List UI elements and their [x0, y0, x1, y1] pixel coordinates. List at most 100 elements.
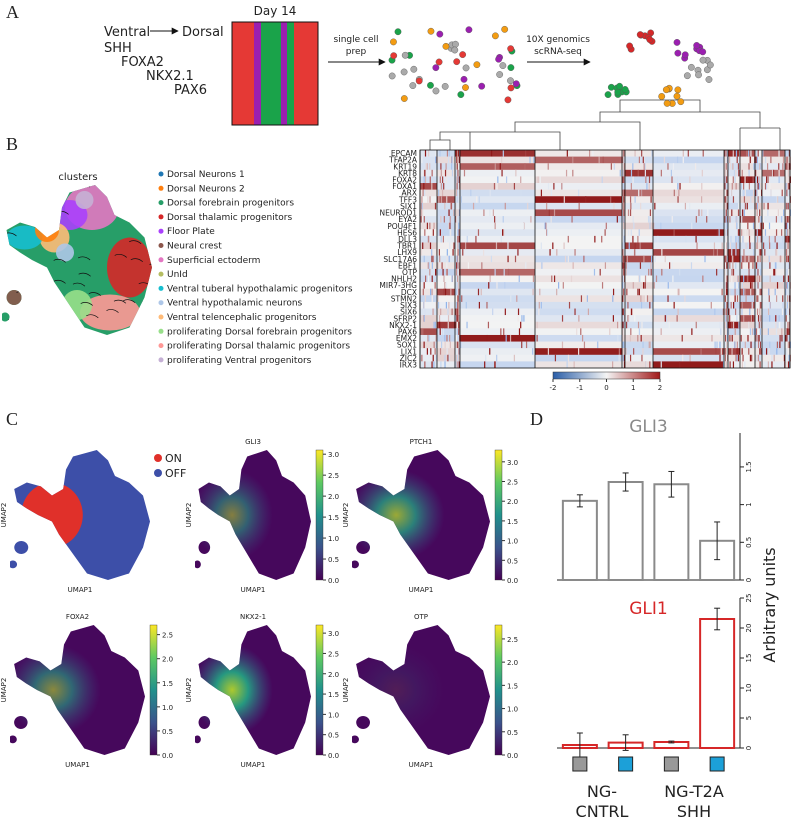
heatmap-streak	[738, 242, 740, 250]
heatmap-cell	[622, 334, 625, 342]
heatmap-streak	[672, 275, 674, 283]
heatmap-streak	[444, 341, 446, 349]
heatmap-streak	[561, 183, 563, 190]
velocity-stream	[53, 258, 66, 263]
heatmap-streak	[764, 156, 767, 164]
heatmap-cell	[653, 288, 724, 296]
heatmap-streak	[753, 295, 755, 302]
heatmap-streak	[627, 209, 630, 217]
colorbar-tick-label: 2.0	[162, 656, 173, 664]
heatmap-cell	[420, 202, 437, 210]
heatmap-streak	[724, 354, 727, 362]
heatmap-streak	[731, 268, 733, 276]
heatmap-cell	[740, 235, 755, 243]
heatmap-streak	[505, 176, 508, 184]
legend-label: UnId	[167, 270, 188, 280]
heatmap-streak	[589, 150, 591, 157]
heatmap-streak	[740, 341, 742, 349]
heatmap-streak	[435, 301, 437, 309]
heatmap-streak	[455, 315, 457, 322]
heatmap-streak	[458, 321, 460, 329]
heatmap-streak	[774, 288, 776, 296]
heatmap-streak	[486, 301, 488, 309]
heatmap-streak	[729, 288, 731, 296]
heatmap-cell	[455, 222, 460, 230]
heatmap-streak	[487, 321, 490, 329]
day-label: Day 14	[254, 4, 297, 18]
heatmap-streak	[646, 183, 648, 190]
heatmap-streak	[439, 321, 441, 329]
heatmap-cell	[460, 328, 535, 336]
heatmap-streak	[747, 176, 749, 184]
group-label: SHH	[677, 802, 711, 821]
heatmap-streak	[525, 341, 528, 349]
heatmap-cell	[762, 183, 785, 190]
panel-label: B	[6, 134, 18, 154]
heatmap-cell	[460, 209, 535, 217]
heatmap-streak	[734, 295, 736, 302]
legend-label: ON	[165, 452, 182, 465]
heatmap-streak	[760, 222, 762, 230]
heatmap-streak	[540, 189, 543, 197]
heatmap-streak	[628, 242, 630, 250]
heatmap-streak	[448, 255, 450, 263]
heatmap-streak	[458, 156, 460, 164]
heatmap-streak	[732, 196, 735, 203]
colorbar-tick-label: 0.5	[328, 556, 339, 564]
heatmap-streak	[622, 341, 624, 349]
heatmap-cell	[420, 341, 437, 349]
heatmap-streak	[429, 242, 432, 250]
heatmap-cell	[625, 176, 653, 184]
cluster-region	[75, 191, 94, 209]
heatmap-streak	[448, 222, 450, 230]
heatmap-streak	[737, 354, 739, 362]
heatmap-cell	[785, 176, 790, 184]
heatmap-streak	[762, 334, 764, 342]
heatmap-cell	[728, 150, 740, 157]
heatmap-streak	[444, 202, 446, 210]
heatmap-streak	[622, 183, 624, 190]
heatmap-streak	[453, 242, 455, 250]
heatmap-streak	[757, 196, 759, 203]
heatmap-streak	[449, 222, 451, 230]
heatmap-streak	[787, 156, 789, 164]
heatmap-streak	[728, 202, 730, 210]
heatmap-streak	[422, 189, 424, 197]
heatmap-streak	[622, 150, 624, 157]
heatmap-cell	[535, 288, 622, 296]
heatmap-streak	[639, 262, 642, 269]
heatmap-streak	[612, 295, 614, 302]
heatmap-streak	[539, 176, 541, 184]
heatmap-streak	[523, 222, 525, 230]
heatmap-streak	[726, 334, 729, 342]
plot-title: FOXA2	[66, 613, 89, 621]
on-region	[21, 482, 83, 548]
heatmap-streak	[785, 315, 787, 322]
heatmap-cell	[420, 222, 437, 230]
heatmap-streak	[455, 216, 457, 223]
heatmap-streak	[719, 354, 721, 362]
heatmap-streak	[764, 249, 766, 256]
heatmap-cell	[653, 183, 724, 190]
heatmap-streak	[775, 321, 777, 329]
heatmap-streak	[741, 189, 743, 197]
heatmap-streak	[753, 249, 755, 256]
heatmap-streak	[752, 189, 755, 197]
heatmap-streak	[758, 176, 761, 184]
heatmap-streak	[623, 229, 625, 236]
heatmap-streak	[494, 216, 496, 223]
heatmap-streak	[682, 150, 684, 157]
heatmap-cell	[653, 216, 724, 223]
cell	[674, 49, 682, 57]
cell	[695, 71, 702, 79]
heatmap-streak	[742, 348, 744, 355]
heatmap-cell	[724, 222, 728, 230]
heatmap-streak	[755, 328, 758, 335]
heatmap-streak	[622, 361, 624, 368]
heatmap-streak	[458, 361, 460, 368]
heatmap-streak	[664, 315, 666, 322]
heatmap-streak	[752, 222, 755, 230]
heatmap-streak	[673, 189, 675, 197]
heatmap-cell	[437, 275, 455, 283]
heatmap-cell	[728, 222, 740, 230]
